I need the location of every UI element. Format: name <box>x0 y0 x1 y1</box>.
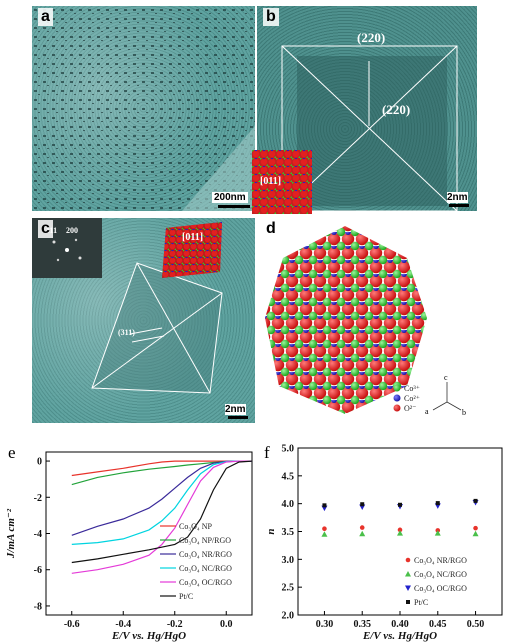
panel-b-crystal-lattice <box>252 150 312 214</box>
data-point <box>472 530 479 537</box>
y-tick-label: 2.0 <box>282 611 295 622</box>
panel-c-crystal-lattice <box>162 222 222 278</box>
x-tick-label: 0.40 <box>391 619 409 630</box>
data-point <box>322 526 327 532</box>
legend-o-label: O²⁻ <box>404 404 416 413</box>
legend-co3-label: Co³⁺ <box>404 384 420 393</box>
data-point <box>360 502 365 507</box>
legend-marker <box>405 585 411 591</box>
x-axis-label: E/V vs. Hg/HgO <box>362 630 437 642</box>
panel-a-texture <box>32 6 255 211</box>
panel-b-zone-axis: [011] <box>260 176 282 187</box>
x-tick-label: 0.35 <box>353 619 371 630</box>
legend-co2-dot <box>393 394 401 402</box>
x-tick-label: 0.30 <box>316 619 334 630</box>
panel-c-label: c <box>38 220 53 238</box>
data-point <box>321 531 328 537</box>
y-tick-label: -8 <box>34 601 42 612</box>
legend-entry: Co₃O₄ OC/RGO <box>414 584 467 593</box>
data-point <box>397 530 403 536</box>
y-tick-label: 4.0 <box>282 499 295 510</box>
legend-entry: Pt/C <box>179 592 193 601</box>
legend-entry: Co₃O₄ NR/RGO <box>414 556 467 565</box>
y-tick-label: 3.0 <box>282 555 295 566</box>
panel-c-scalebar <box>228 416 248 419</box>
legend-marker <box>405 557 411 563</box>
panel-b-overlay <box>281 45 458 211</box>
data-point <box>473 525 478 531</box>
panel-c-overlay <box>91 262 223 394</box>
panel-b-crystal-inset: [011] <box>252 150 312 214</box>
legend-marker <box>406 600 410 604</box>
panel-f-electron-number-chart: f 0.30 0.35 0.40 0.45 0.50 2.0 2.5 3.0 3.5 4.0 4.5 5… <box>264 443 503 642</box>
panel-b-label: b <box>263 8 279 26</box>
data-point <box>398 502 402 507</box>
panel-b-plane-top: (220) <box>357 30 386 45</box>
panel-c-fft-spots <box>52 238 82 262</box>
axis-c-label: c <box>444 373 448 382</box>
panel-d-label: d <box>266 220 276 237</box>
panel-a-label: a <box>38 8 53 26</box>
panel-b-scale-text: 2nm <box>447 192 468 203</box>
axis-a-label: a <box>425 407 429 416</box>
data-point <box>435 501 440 506</box>
legend-entry: Co₃O₄ OC/RGO <box>179 578 232 587</box>
series-line-3 <box>71 460 252 545</box>
y-tick-label: 0 <box>37 457 42 468</box>
series-line-4 <box>71 460 252 574</box>
axis-b-label: b <box>462 408 466 417</box>
x-tick-label: -0.6 <box>64 619 80 630</box>
data-point <box>359 530 366 537</box>
y-tick-label: -6 <box>34 565 42 576</box>
legend-entry: Co₃O₄ NR/RGO <box>179 550 232 559</box>
x-tick-label: 0.45 <box>429 619 447 630</box>
panel-c-zone-axis: [011] <box>182 232 204 243</box>
legend-co3-dot <box>393 384 401 392</box>
panel-f-label: f <box>264 443 270 462</box>
panel-c-scale-text: 2nm <box>225 404 246 415</box>
panel-d-crystal-model: d Co³⁺ Co²⁺ O²⁻ <box>257 218 477 423</box>
x-axis-label: E/V vs. Hg/HgO <box>111 630 186 642</box>
legend-entry: Pt/C <box>414 598 428 607</box>
legend-entry: Co₃O₄ NP <box>179 522 212 531</box>
legend-entry: Co₃O₄ NP/RGO <box>179 536 231 545</box>
y-axis-label: J/mA cm⁻² <box>5 508 17 559</box>
panel-c-fft-label-200: 200 <box>66 226 78 235</box>
x-tick-label: 0.0 <box>220 619 233 630</box>
y-tick-label: 3.5 <box>282 527 295 538</box>
panel-e-label: e <box>8 443 16 462</box>
x-tick-label: 0.50 <box>467 619 485 630</box>
panel-a-tem-image: a 200nm <box>32 6 255 211</box>
y-axis-label: n <box>265 528 277 534</box>
panel-c-plane: (311) <box>118 328 135 337</box>
legend-entry: Co₃O₄ NC/RGO <box>179 564 232 573</box>
data-point <box>322 503 327 508</box>
panel-a-scalebar <box>218 205 250 208</box>
data-point <box>473 498 478 503</box>
y-tick-label: 5.0 <box>282 444 295 455</box>
data-point <box>434 530 441 536</box>
y-tick-label: 2.5 <box>282 583 295 594</box>
legend-entry: Co₃O₄ NC/RGO <box>414 570 467 579</box>
y-tick-label: 4.5 <box>282 471 295 482</box>
panel-a-scale-text: 200nm <box>212 192 248 203</box>
panel-e-lsv-chart: e -0.6 -0.4 -0.2 0.0 0 -2 -4 -6 -8 E/V vs. Hg/HgO J… <box>5 443 253 642</box>
y-tick-label: -2 <box>34 493 42 504</box>
series-line-5 <box>71 460 253 564</box>
legend-marker <box>405 571 411 577</box>
panel-d-octahedron: Co³⁺ Co²⁺ O²⁻ c a b <box>265 226 466 417</box>
series-line-1 <box>71 460 252 486</box>
x-tick-label: -0.2 <box>167 619 183 630</box>
panel-b-plane-right: (220) <box>382 102 411 117</box>
data-point <box>359 525 365 530</box>
data-point <box>397 527 403 533</box>
legend-o-dot <box>393 404 401 412</box>
y-tick-label: -4 <box>34 529 42 540</box>
x-tick-label: -0.4 <box>115 619 131 630</box>
legend-co2-label: Co²⁺ <box>404 394 420 403</box>
panel-c-crystal-inset: [011] <box>162 222 224 278</box>
panel-b-scalebar <box>449 204 469 207</box>
axes-triad <box>432 382 462 411</box>
